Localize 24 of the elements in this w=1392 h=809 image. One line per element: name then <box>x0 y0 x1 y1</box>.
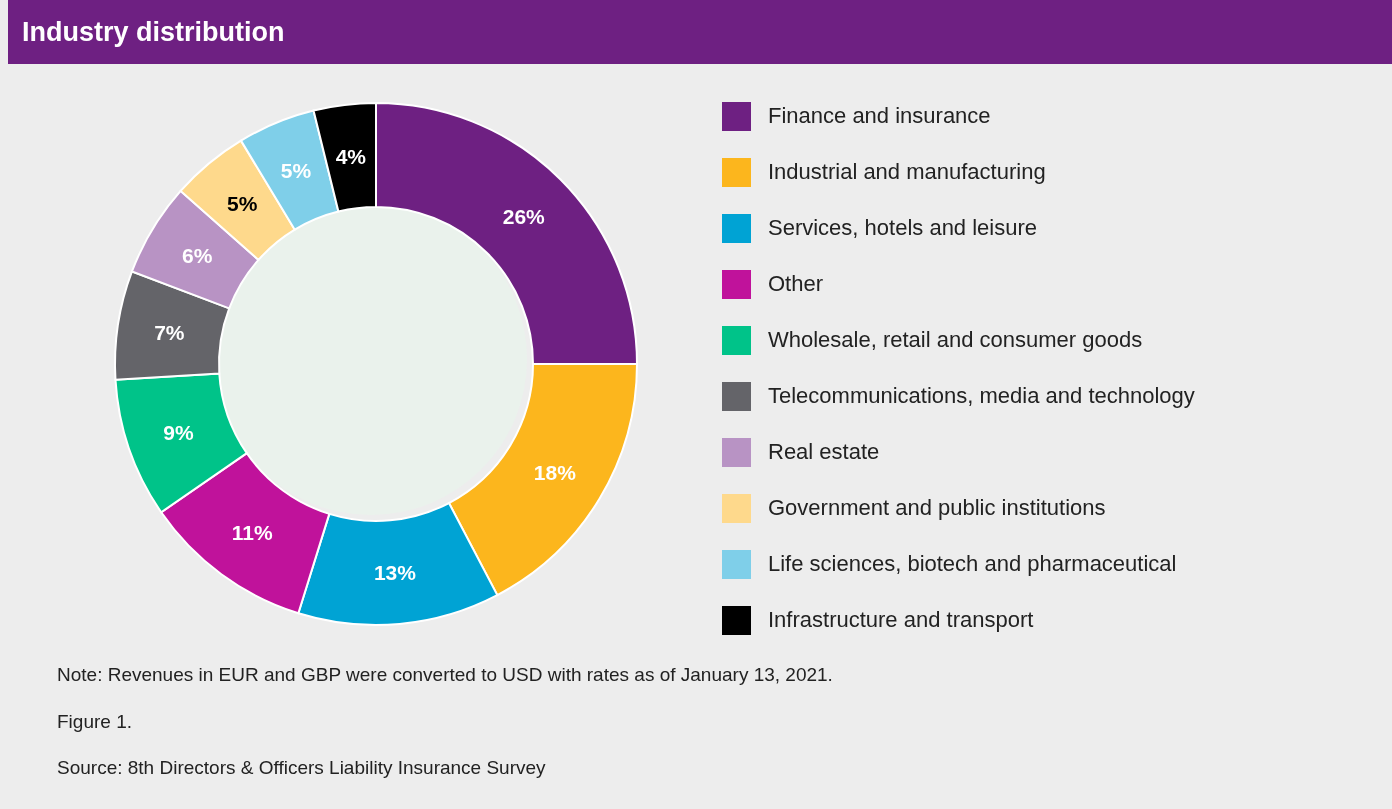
data-label: 6% <box>181 244 213 268</box>
chart-title: Industry distribution <box>21 16 286 48</box>
legend-label: Industrial and manufacturing <box>768 159 1046 185</box>
data-label: 4% <box>335 145 367 169</box>
legend-label: Infrastructure and transport <box>768 607 1034 633</box>
data-label: 11% <box>231 520 273 544</box>
legend-label: Wholesale, retail and consumer goods <box>768 327 1143 353</box>
legend-label: Finance and insurance <box>768 103 991 129</box>
text: Note: Revenues in EUR and GBP were converted to USD with rates as of January 13, 2021. <box>57 664 833 687</box>
data-label: 7% <box>154 321 185 345</box>
caption: Figure 1. <box>57 710 133 734</box>
data-label: 5% <box>280 159 312 183</box>
legend-label: Other <box>768 271 824 297</box>
data-label: 13% <box>373 560 417 584</box>
legend-label: Services, hotels and leisure <box>768 215 1038 241</box>
legend-label: Government and public institutions <box>768 495 1106 521</box>
data-label: 9% <box>163 420 194 444</box>
data-label: 5% <box>227 191 258 215</box>
legend-label: Life sciences, biotech and pharmaceutical <box>768 551 1177 577</box>
data-label: 26% <box>502 204 546 228</box>
source-note: Source: 8th Directors & Officers Liability Insurance Survey <box>57 757 547 780</box>
legend-label: Real estate <box>768 439 880 465</box>
data-label: 18% <box>533 460 577 484</box>
legend-label: Telecommunications, media and technology <box>768 383 1195 409</box>
